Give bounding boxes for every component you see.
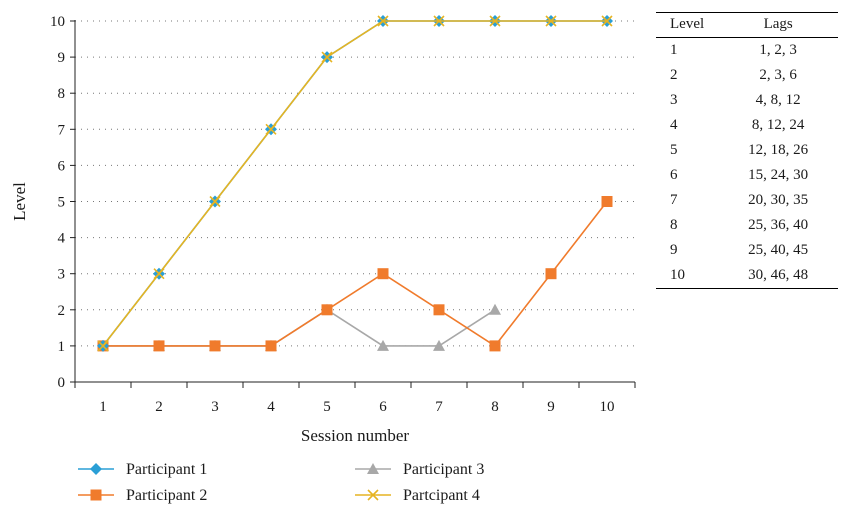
data-point [97, 340, 109, 352]
legend-marker [90, 463, 102, 475]
lags-cell: 25, 36, 40 [748, 217, 809, 233]
data-point [545, 268, 557, 280]
level-cell: 1 [670, 42, 678, 58]
lag-table-row: 1 1, 2, 3 [656, 38, 838, 64]
data-point [489, 303, 501, 315]
data-point [321, 304, 333, 316]
data-point [377, 339, 389, 351]
lags-cell: 2, 3, 6 [759, 67, 797, 83]
data-point [209, 195, 221, 208]
legend-marker [90, 489, 102, 501]
data-point [545, 15, 557, 27]
y-tick-label: 9 [58, 50, 66, 66]
y-axis-title: Level [10, 182, 29, 221]
level-cell: 3 [670, 92, 678, 108]
lags-cell: 1, 2, 3 [759, 42, 797, 58]
level-cell: 9 [670, 242, 678, 258]
lag-table-row: 9 25, 40, 45 [656, 238, 838, 263]
level-cell: 6 [670, 167, 678, 183]
data-point [377, 268, 389, 280]
x-tick-label: 1 [99, 399, 107, 415]
x-tick-label: 5 [323, 399, 331, 415]
data-point [265, 340, 277, 352]
series-line [102, 20, 607, 347]
x-tick-label: 2 [155, 399, 163, 415]
lags-cell: 25, 40, 45 [748, 242, 809, 258]
lags-cell: 20, 30, 35 [748, 192, 809, 208]
y-tick-label: 4 [58, 231, 66, 247]
data-point [265, 123, 277, 135]
x-tick-label: 10 [600, 399, 615, 415]
lag-table-row: 7 20, 30, 35 [656, 188, 838, 213]
x-tick-label: 9 [547, 399, 555, 415]
legend-label: Partcipant 4 [403, 487, 480, 504]
lag-table-row: 10 30, 46, 48 [656, 263, 839, 289]
y-tick-label: 6 [58, 158, 66, 174]
x-tick-label: 4 [267, 399, 275, 415]
data-point [601, 15, 613, 27]
series-line [102, 20, 607, 347]
y-tick-label: 3 [58, 267, 66, 283]
lag-table-row: 5 12, 18, 26 [656, 138, 838, 163]
lags-cell: 4, 8, 12 [755, 92, 801, 108]
legend-marker [367, 489, 379, 501]
legend-label: Participant 2 [126, 487, 207, 504]
y-tick-label: 8 [58, 86, 66, 102]
legend-label: Participant 1 [126, 461, 207, 478]
data-point [153, 340, 165, 352]
data-point [433, 339, 445, 351]
series-line [103, 201, 608, 347]
lag-table-row: 2 2, 3, 6 [656, 63, 838, 88]
x-axis-title: Session number [301, 426, 409, 445]
y-tick-label: 5 [58, 195, 66, 211]
lag-table: Level Lags 1 1, 2, 3 2 2, 3, 6 3 4, 8, 12 4… [656, 12, 839, 289]
level-cell: 5 [670, 142, 678, 158]
lag-table-row: 3 4, 8, 12 [656, 88, 838, 113]
data-point [601, 196, 613, 207]
x-tick-label: 7 [435, 399, 443, 415]
lag-table-row: 8 25, 36, 40 [656, 213, 838, 238]
data-point [433, 15, 445, 27]
data-point [153, 268, 165, 280]
lags-cell: 8, 12, 24 [751, 117, 805, 133]
y-tick-label: 0 [58, 375, 66, 391]
lag-table-row: 6 15, 24, 30 [656, 163, 838, 188]
legend-marker [367, 463, 379, 474]
x-tick-label: 6 [379, 399, 387, 415]
level-cell: 10 [656, 263, 711, 289]
data-point [433, 304, 445, 316]
y-tick-label: 2 [58, 303, 66, 319]
lag-table-header-level: Level [656, 12, 711, 38]
data-point [489, 15, 501, 27]
level-cell: 4 [670, 117, 678, 133]
data-point [377, 15, 389, 27]
level-cell: 2 [670, 67, 678, 83]
data-point [209, 340, 221, 352]
lags-cell: 30, 46, 48 [710, 263, 839, 289]
level-cell: 7 [670, 192, 678, 208]
lags-cell: 12, 18, 26 [748, 142, 809, 158]
x-tick-label: 3 [211, 399, 219, 415]
lags-cell: 15, 24, 30 [748, 167, 809, 183]
y-tick-label: 1 [58, 339, 66, 355]
data-point [489, 340, 501, 352]
lag-table-header-row: Level Lags [656, 12, 839, 38]
level-cell: 8 [670, 217, 678, 233]
legend-label: Participant 3 [403, 461, 484, 478]
x-tick-label: 8 [491, 399, 499, 415]
lag-table-header-lags: Lags [710, 12, 839, 38]
y-tick-label: 7 [58, 122, 66, 138]
data-point [321, 51, 333, 63]
lag-table-row: 4 8, 12, 24 [656, 113, 838, 138]
y-tick-label: 10 [50, 14, 65, 30]
